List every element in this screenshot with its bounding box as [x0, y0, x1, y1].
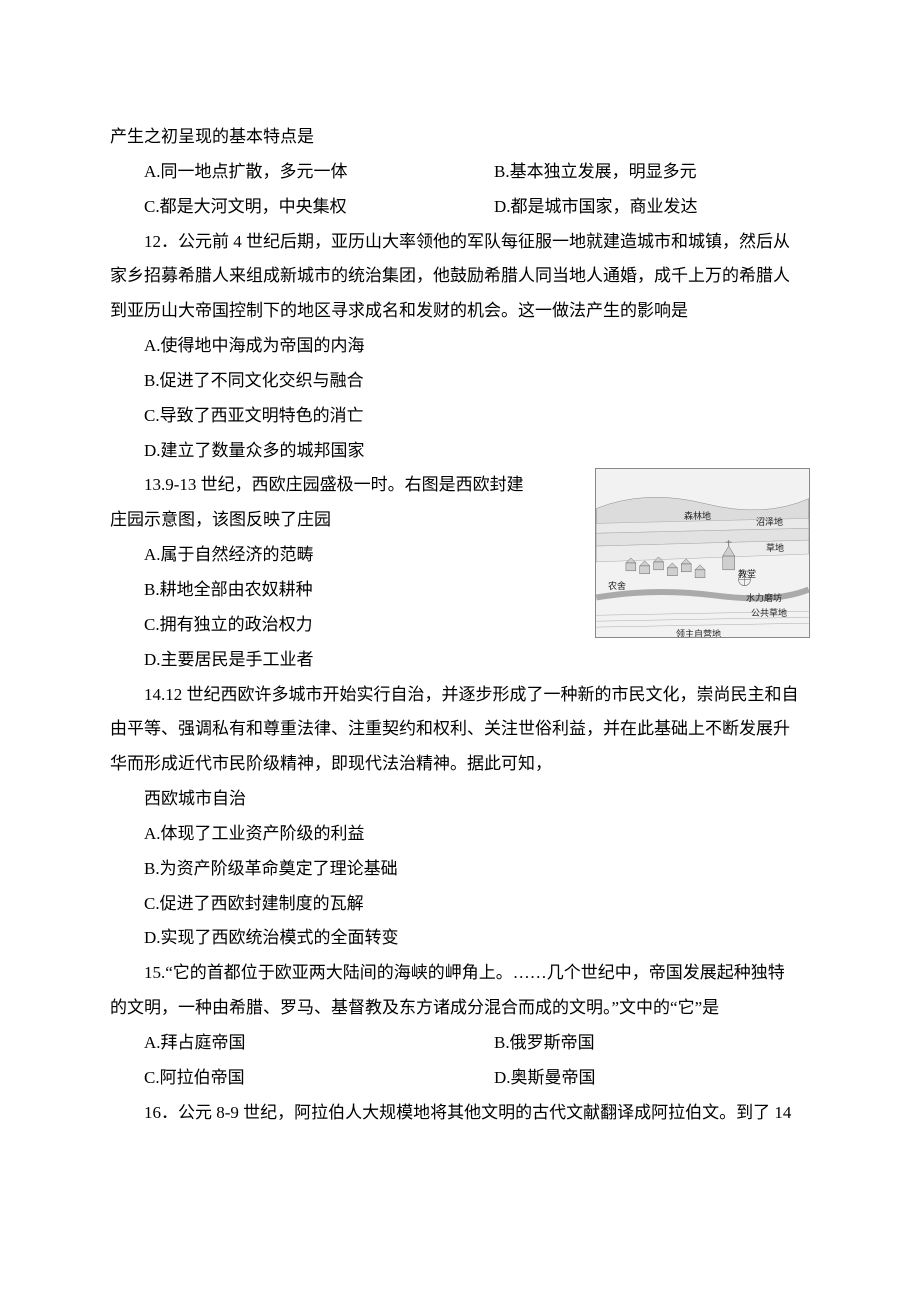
fig-label-huts: 农舍 — [608, 577, 626, 595]
q13-block: 森林地 沼泽地 草地 农舍 教堂 水力磨坊 公共草地 领主自营地 13.9-13… — [110, 468, 810, 677]
q14-option-b: B.为资产阶级革命奠定了理论基础 — [110, 852, 810, 887]
fig-label-church: 教堂 — [738, 565, 756, 583]
q14-option-a: A.体现了工业资产阶级的利益 — [110, 817, 810, 852]
q11-options-row1: A.同一地点扩散，多元一体 B.基本独立发展，明显多元 — [110, 155, 810, 190]
fig-label-marsh: 沼泽地 — [756, 513, 783, 531]
q15-stem-line2: 的文明，一种由希腊、罗马、基督教及东方诸成分混合而成的文明。”文中的“它”是 — [110, 991, 810, 1026]
q12-stem-line3: 到亚历山大帝国控制下的地区寻求成名和发财的机会。这一做法产生的影响是 — [110, 294, 810, 329]
fig-caption-bottom: 领主自营地 — [676, 625, 721, 638]
q13-option-d: D.主要居民是手工业者 — [110, 643, 810, 678]
q12-option-a: A.使得地中海成为帝国的内海 — [110, 329, 810, 364]
q11-stem-tail: 产生之初呈现的基本特点是 — [110, 120, 810, 155]
q12-option-d: D.建立了数量众多的城邦国家 — [110, 434, 810, 469]
q15-stem-line1: 15.“它的首都位于欧亚两大陆间的海峡的岬角上。……几个世纪中，帝国发展起种独特 — [110, 956, 810, 991]
q14-option-c: C.促进了西欧封建制度的瓦解 — [110, 887, 810, 922]
q11-option-b: B.基本独立发展，明显多元 — [460, 155, 810, 190]
q15-option-b: B.俄罗斯帝国 — [460, 1026, 810, 1061]
q14-option-d: D.实现了西欧统治模式的全面转变 — [110, 921, 810, 956]
q12-stem-line2: 家乡招募希腊人来组成新城市的统治集团，他鼓励希腊人同当地人通婚，成千上万的希腊人 — [110, 259, 810, 294]
q15-option-c: C.阿拉伯帝国 — [110, 1061, 460, 1096]
q11-option-d: D.都是城市国家，商业发达 — [460, 190, 810, 225]
q14-stem-line4: 西欧城市自治 — [110, 782, 810, 817]
q11-option-c: C.都是大河文明，中央集权 — [110, 190, 460, 225]
q11-options-row2: C.都是大河文明，中央集权 D.都是城市国家，商业发达 — [110, 190, 810, 225]
q11-option-a: A.同一地点扩散，多元一体 — [110, 155, 460, 190]
q15-option-a: A.拜占庭帝国 — [110, 1026, 460, 1061]
q12-option-b: B.促进了不同文化交织与融合 — [110, 364, 810, 399]
fig-label-grass: 草地 — [766, 539, 784, 557]
fig-label-commons: 公共草地 — [751, 604, 787, 622]
q14-stem-line3: 华而形成近代市民阶级精神，即现代法治精神。据此可知， — [110, 747, 810, 782]
exam-page: 产生之初呈现的基本特点是 A.同一地点扩散，多元一体 B.基本独立发展，明显多元… — [0, 0, 920, 1190]
q14-stem-line2: 由平等、强调私有和尊重法律、注重契约和权利、关注世俗利益，并在此基础上不断发展升 — [110, 712, 810, 747]
fig-label-forest: 森林地 — [684, 507, 711, 525]
q12-option-c: C.导致了西亚文明特色的消亡 — [110, 399, 810, 434]
q12-stem-line1: 12．公元前 4 世纪后期，亚历山大率领他的军队每征服一地就建造城市和城镇，然后… — [110, 225, 810, 260]
q14-stem-line1: 14.12 世纪西欧许多城市开始实行自治，并逐步形成了一种新的市民文化，崇尚民主… — [110, 678, 810, 713]
manor-diagram: 森林地 沼泽地 草地 农舍 教堂 水力磨坊 公共草地 领主自营地 — [595, 468, 810, 638]
q15-options-row2: C.阿拉伯帝国 D.奥斯曼帝国 — [110, 1061, 810, 1096]
q16-stem-line1: 16．公元 8-9 世纪，阿拉伯人大规模地将其他文明的古代文献翻译成阿拉伯文。到… — [110, 1096, 810, 1131]
q15-option-d: D.奥斯曼帝国 — [460, 1061, 810, 1096]
q15-options-row1: A.拜占庭帝国 B.俄罗斯帝国 — [110, 1026, 810, 1061]
